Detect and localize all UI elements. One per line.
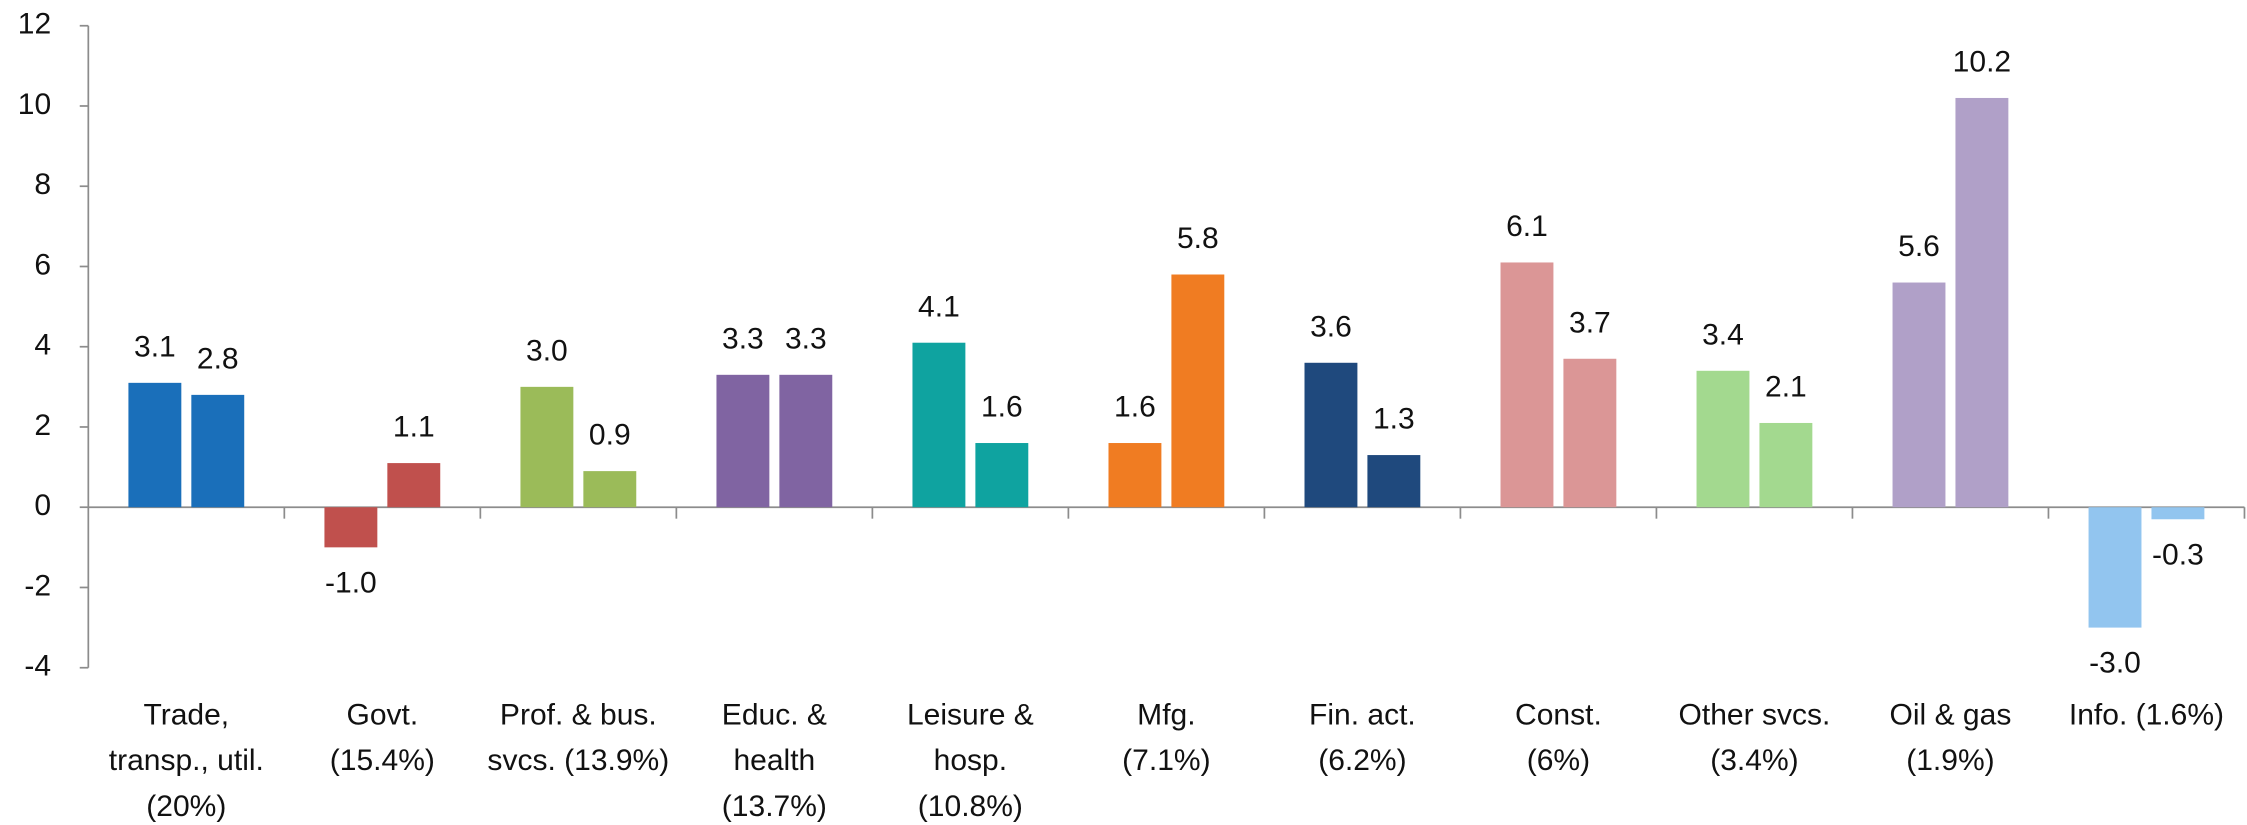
- x-tick-label: Trade,: [144, 698, 230, 731]
- value-label: 4.1: [918, 290, 960, 323]
- bar: [1955, 97, 2009, 508]
- bar: [779, 374, 833, 508]
- y-tick-label: 6: [34, 248, 51, 281]
- x-tick-label: Oil & gas: [1890, 698, 2012, 731]
- x-tick-label: Educ. &: [722, 698, 827, 731]
- value-label: 5.6: [1898, 230, 1940, 263]
- value-label: 3.0: [526, 334, 568, 367]
- value-label: 3.7: [1569, 306, 1611, 339]
- value-label: 5.8: [1177, 222, 1219, 255]
- bar: [520, 386, 574, 508]
- x-tick-label: (15.4%): [330, 744, 435, 777]
- bar: [1563, 358, 1617, 508]
- y-tick-label: 4: [34, 329, 51, 362]
- bar: [1500, 262, 1554, 508]
- x-tick-label: Leisure &: [907, 698, 1034, 731]
- y-tick-label: -2: [24, 569, 51, 602]
- bar: [1759, 422, 1813, 508]
- value-label: 1.1: [393, 411, 435, 444]
- x-tick-label: (7.1%): [1122, 744, 1210, 777]
- x-tick-label: (10.8%): [918, 790, 1023, 823]
- bar: [716, 374, 770, 508]
- value-label: 2.1: [1765, 371, 1807, 404]
- bar: [324, 507, 378, 548]
- x-tick-label: Other svcs.: [1679, 698, 1831, 731]
- x-tick-label: (6.2%): [1318, 744, 1406, 777]
- value-label: 1.6: [1114, 391, 1156, 424]
- value-label: -3.0: [2089, 647, 2141, 680]
- y-tick-label: -4: [24, 650, 51, 683]
- value-label: 3.3: [722, 322, 764, 355]
- x-tick-label: Mfg.: [1137, 698, 1195, 731]
- bar: [1367, 455, 1421, 508]
- y-tick-label: 0: [34, 489, 51, 522]
- value-label: 3.6: [1310, 310, 1352, 343]
- value-label: 1.6: [981, 391, 1023, 424]
- value-label: -0.3: [2152, 538, 2204, 571]
- x-tick-label: Prof. & bus.: [500, 698, 657, 731]
- x-tick-label: Info. (1.6%): [2069, 698, 2224, 731]
- x-tick-label: Const.: [1515, 698, 1602, 731]
- bar: [2151, 507, 2205, 520]
- value-label: -1.0: [325, 566, 377, 599]
- value-label: 3.1: [134, 330, 176, 363]
- value-label: 6.1: [1506, 210, 1548, 243]
- bar: [1696, 370, 1750, 508]
- value-label: 2.8: [197, 342, 239, 375]
- x-tick-label: (1.9%): [1906, 744, 1994, 777]
- bar: [128, 382, 182, 508]
- x-tick-label: (6%): [1527, 744, 1590, 777]
- x-tick-label: health: [733, 744, 815, 777]
- value-label: 3.3: [785, 322, 827, 355]
- bar: [387, 463, 441, 508]
- value-label: 3.4: [1702, 318, 1744, 351]
- x-tick-label: (13.7%): [722, 790, 827, 823]
- y-tick-label: 12: [18, 8, 51, 41]
- value-label: 1.3: [1373, 403, 1415, 436]
- bar: [1108, 443, 1162, 508]
- value-label: 10.2: [1953, 46, 2011, 79]
- bar: [912, 342, 966, 508]
- bar: [1304, 362, 1358, 508]
- x-tick-label: (20%): [146, 790, 226, 823]
- bar: [2088, 507, 2142, 628]
- bar: [1892, 282, 1946, 508]
- y-tick-label: 2: [34, 409, 51, 442]
- value-label: 0.9: [589, 419, 631, 452]
- x-tick-label: Fin. act.: [1309, 698, 1416, 731]
- bar: [1171, 274, 1225, 508]
- x-tick-label: svcs. (13.9%): [487, 744, 669, 777]
- x-tick-label: (3.4%): [1710, 744, 1798, 777]
- y-tick-label: 10: [18, 88, 51, 121]
- x-tick-label: transp., util.: [109, 744, 264, 777]
- x-tick-label: hosp.: [934, 744, 1007, 777]
- bar: [191, 394, 245, 508]
- bar: [975, 443, 1029, 508]
- x-tick-label: Govt.: [346, 698, 418, 731]
- bar: [583, 471, 637, 508]
- y-tick-label: 8: [34, 168, 51, 201]
